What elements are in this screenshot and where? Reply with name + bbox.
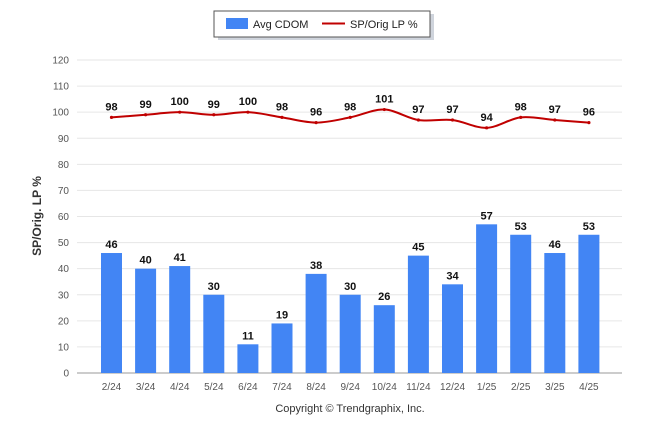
- bar-data-label: 34: [446, 270, 459, 282]
- line-point: [348, 115, 352, 119]
- x-tick-label: 3/25: [545, 382, 565, 393]
- bar: [237, 344, 259, 373]
- line-point: [519, 115, 523, 119]
- bar-data-label: 46: [549, 239, 561, 251]
- x-tick-label: 8/24: [306, 382, 326, 393]
- line-data-label: 96: [583, 107, 595, 119]
- y-tick-label: 100: [52, 108, 69, 119]
- x-tick-label: 6/24: [238, 382, 258, 393]
- bar-data-label: 30: [208, 281, 220, 293]
- bar-data-label: 26: [378, 291, 390, 303]
- line-data-label: 98: [344, 101, 356, 113]
- line-data-label: 101: [375, 94, 393, 106]
- bar-data-label: 45: [412, 242, 424, 254]
- bar-data-label: 57: [480, 210, 492, 222]
- x-tick-label: 10/24: [372, 382, 397, 393]
- x-tick-label: 2/24: [102, 382, 122, 393]
- line-point: [144, 113, 148, 117]
- x-tick-label: 4/25: [579, 382, 599, 393]
- line-data-label: 98: [105, 101, 117, 113]
- y-tick-label: 0: [63, 369, 69, 380]
- y-tick-label: 110: [53, 82, 69, 93]
- x-tick-label: 9/24: [340, 382, 360, 393]
- bar: [271, 323, 293, 373]
- y-axis-label: SP/Orig. LP %: [30, 176, 44, 256]
- line-point: [212, 113, 216, 117]
- line-point: [109, 115, 114, 119]
- line-point: [280, 115, 284, 119]
- line-data-label: 100: [239, 96, 257, 108]
- x-tick-label: 11/24: [406, 382, 431, 393]
- y-tick-label: 70: [58, 186, 70, 197]
- bar-data-label: 53: [515, 221, 527, 233]
- bar: [407, 255, 429, 373]
- y-tick-label: 80: [58, 160, 70, 171]
- line-point: [587, 121, 591, 125]
- x-axis-ticks: 2/24 3/24 4/24 5/24 6/24 7/24 8/24 9/24 10/24 11/…: [102, 382, 599, 393]
- bar-data-label: 41: [174, 252, 186, 264]
- bar-data-label: 30: [344, 281, 356, 293]
- line-data-label: 100: [171, 96, 189, 108]
- bar: [339, 294, 361, 373]
- line-point: [246, 110, 250, 114]
- legend-swatch-bar: [226, 18, 248, 29]
- bar-data-label: 38: [310, 260, 322, 272]
- line-data-label: 98: [276, 101, 288, 113]
- bar: [373, 305, 395, 373]
- y-tick-label: 50: [58, 238, 70, 249]
- bar: [203, 294, 225, 373]
- y-tick-label: 40: [58, 264, 70, 275]
- bar-data-label: 53: [583, 221, 595, 233]
- y-tick-label: 30: [58, 290, 70, 301]
- line-data-label: 99: [139, 99, 151, 111]
- line-data-label: 99: [208, 99, 220, 111]
- bar: [135, 268, 157, 373]
- legend-label-line: SP/Orig LP %: [350, 19, 418, 31]
- line-point: [553, 118, 557, 122]
- copyright-text: Copyright © Trendgraphix, Inc.: [275, 403, 424, 415]
- line-data-label: 97: [549, 104, 561, 116]
- bar-series: 46 40 41 30 11 19 38 30 26 45 34 57 53 46 53: [101, 210, 600, 373]
- line-data-label: 96: [310, 107, 322, 119]
- bar: [101, 253, 122, 373]
- x-tick-label: 3/24: [136, 382, 156, 393]
- y-tick-label: 10: [58, 342, 70, 353]
- y-tick-label: 60: [58, 212, 70, 223]
- bar-data-label: 40: [139, 255, 151, 267]
- line-data-label: 94: [480, 112, 493, 124]
- bar: [578, 234, 600, 373]
- bar-data-label: 11: [242, 330, 254, 342]
- bar: [476, 224, 498, 373]
- bar: [169, 266, 191, 373]
- bar-data-label: 46: [105, 239, 117, 251]
- line-data-label: 98: [515, 101, 527, 113]
- line-point: [382, 107, 386, 112]
- x-tick-label: 2/25: [511, 382, 531, 393]
- line-point: [450, 118, 455, 122]
- y-tick-label: 20: [58, 316, 70, 327]
- line-data-label: 97: [412, 104, 424, 116]
- x-tick-label: 7/24: [272, 382, 292, 393]
- line-series: 98 99 100 99 100 98 96 98 101 97 97 94 98 97 96: [105, 94, 595, 130]
- bar-data-label: 19: [276, 309, 288, 321]
- x-tick-label: 12/24: [440, 382, 465, 393]
- line-data-label: 97: [446, 104, 458, 116]
- line-point: [178, 110, 182, 114]
- y-tick-label: 90: [58, 134, 70, 145]
- bar: [442, 284, 463, 373]
- y-axis-ticks: 0 10 20 30 40 50 60 70 80 90 100 110 120: [52, 56, 69, 380]
- bar: [544, 253, 566, 373]
- y-tick-label: 120: [52, 56, 69, 67]
- line-point: [485, 126, 489, 130]
- line-point: [416, 118, 420, 122]
- x-tick-label: 1/25: [477, 382, 497, 393]
- legend-label-bar: Avg CDOM: [253, 19, 308, 31]
- bar: [305, 273, 327, 373]
- line-point: [314, 121, 318, 125]
- legend: Avg CDOM SP/Orig LP %: [213, 10, 434, 40]
- x-tick-label: 5/24: [204, 382, 224, 393]
- x-tick-label: 4/24: [170, 382, 190, 393]
- bar: [510, 234, 532, 373]
